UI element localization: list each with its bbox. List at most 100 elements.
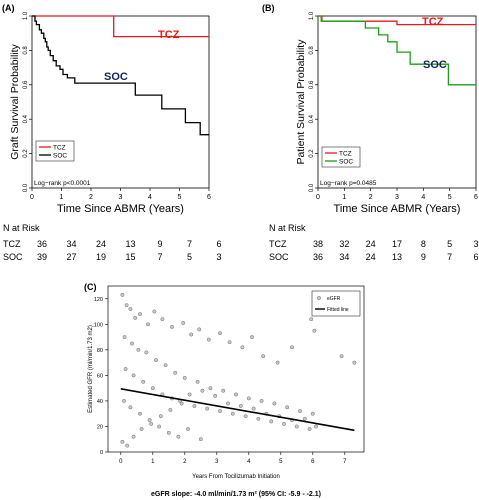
series-line-soc <box>318 15 476 86</box>
x-tick-label: 3 <box>119 194 123 201</box>
x-tick-label: 3 <box>215 459 219 465</box>
y-tick-label: 0.2 <box>309 149 315 158</box>
soc-label: SOC <box>423 59 447 71</box>
legend-box <box>311 290 361 317</box>
data-point <box>157 424 162 429</box>
y-tick-label: 0.2 <box>23 149 29 158</box>
x-tick-label: 6 <box>474 194 478 201</box>
panel-label: (C) <box>84 282 97 292</box>
data-point <box>139 427 144 431</box>
x-tick-label: 2 <box>183 459 187 465</box>
y-tick-label: 0.6 <box>309 80 315 89</box>
risk-count: 6 <box>473 252 478 262</box>
y-tick-label: 0 <box>100 450 103 456</box>
risk-row-label: TCZ <box>3 239 21 249</box>
data-point <box>186 427 190 431</box>
data-point <box>218 409 222 414</box>
x-tick-label: 6 <box>207 194 211 201</box>
x-tick-label: 0 <box>30 194 34 201</box>
data-point <box>234 392 238 397</box>
y-tick-label: 40 <box>97 399 103 405</box>
data-point <box>261 354 266 359</box>
y-tick-label: 0.4 <box>309 114 315 123</box>
legend-entry: SOC <box>53 153 67 160</box>
data-point <box>131 373 136 378</box>
x-tick-label: 4 <box>421 194 425 201</box>
data-point <box>339 354 344 359</box>
risk-count: 13 <box>392 252 402 262</box>
legend-box <box>321 146 361 168</box>
y-axis-label: Patient Survival Probability <box>295 39 307 165</box>
risk-row-label: SOC <box>3 252 23 262</box>
x-tick-label: 5 <box>448 194 452 201</box>
data-point <box>170 324 174 329</box>
data-point <box>128 405 133 410</box>
data-point <box>130 341 134 346</box>
y-axis-label: Graft Survival Probability <box>9 43 21 159</box>
data-point <box>189 332 194 337</box>
panel-label: (B) <box>262 3 275 13</box>
risk-row-label: SOC <box>269 252 289 262</box>
data-point <box>309 317 314 322</box>
risk-count: 7 <box>157 252 162 262</box>
data-point <box>122 335 127 340</box>
x-tick-label: 5 <box>279 459 283 465</box>
data-point <box>138 411 142 416</box>
risk-count: 24 <box>366 239 376 249</box>
y-tick-label: 0.8 <box>309 46 315 55</box>
risk-count: 9 <box>421 252 426 262</box>
risk-count: 34 <box>66 239 76 249</box>
slope-caption: eGFR slope: -4.0 ml/min/1.73 m² (95% CI:… <box>151 491 321 498</box>
x-tick-label: 4 <box>247 459 251 465</box>
risk-count: 7 <box>447 252 452 262</box>
x-tick-label: 6 <box>311 459 315 465</box>
data-point <box>221 388 226 393</box>
data-point <box>352 360 357 365</box>
data-point <box>206 337 211 342</box>
data-point <box>173 370 178 375</box>
data-point <box>147 418 152 423</box>
data-point <box>131 434 136 439</box>
data-point <box>141 379 146 384</box>
plot-frame <box>107 285 365 453</box>
risk-count: 17 <box>392 239 402 249</box>
x-axis-label: Years From Tocilizumab Initiation <box>192 474 280 480</box>
data-point <box>158 414 163 419</box>
data-point <box>246 396 251 401</box>
x-tick-label: 2 <box>89 194 93 201</box>
data-point <box>230 411 235 416</box>
risk-count: 5 <box>187 252 192 262</box>
data-point <box>166 430 171 435</box>
risk-count: 24 <box>366 252 376 262</box>
data-point <box>269 419 274 424</box>
data-point <box>138 312 142 317</box>
data-point <box>154 358 158 363</box>
data-point <box>285 405 290 410</box>
y-tick-label: 60 <box>97 373 103 379</box>
data-point <box>144 350 149 355</box>
x-tick-label: 2 <box>369 194 373 201</box>
risk-count: 13 <box>125 239 135 249</box>
data-point <box>176 434 181 439</box>
series-line-soc <box>32 15 209 136</box>
data-point <box>272 401 277 406</box>
legend-entry: SOC <box>339 159 353 166</box>
x-tick-label: 5 <box>178 194 182 201</box>
data-point <box>314 424 318 429</box>
y-tick-label: 20 <box>97 424 103 430</box>
data-point <box>290 345 294 350</box>
legend-entry: TCZ <box>339 151 352 158</box>
y-tick-label: 0.8 <box>23 46 29 55</box>
data-point <box>302 416 307 421</box>
risk-count: 39 <box>37 252 47 262</box>
data-point <box>294 424 299 429</box>
risk-count: 24 <box>96 239 106 249</box>
data-point <box>163 363 168 368</box>
x-tick-label: 1 <box>342 194 346 201</box>
y-tick-label: 120 <box>94 297 103 303</box>
data-point <box>182 375 187 380</box>
data-point <box>122 398 126 403</box>
data-point <box>208 386 213 391</box>
y-tick-label: 0.0 <box>309 183 315 192</box>
